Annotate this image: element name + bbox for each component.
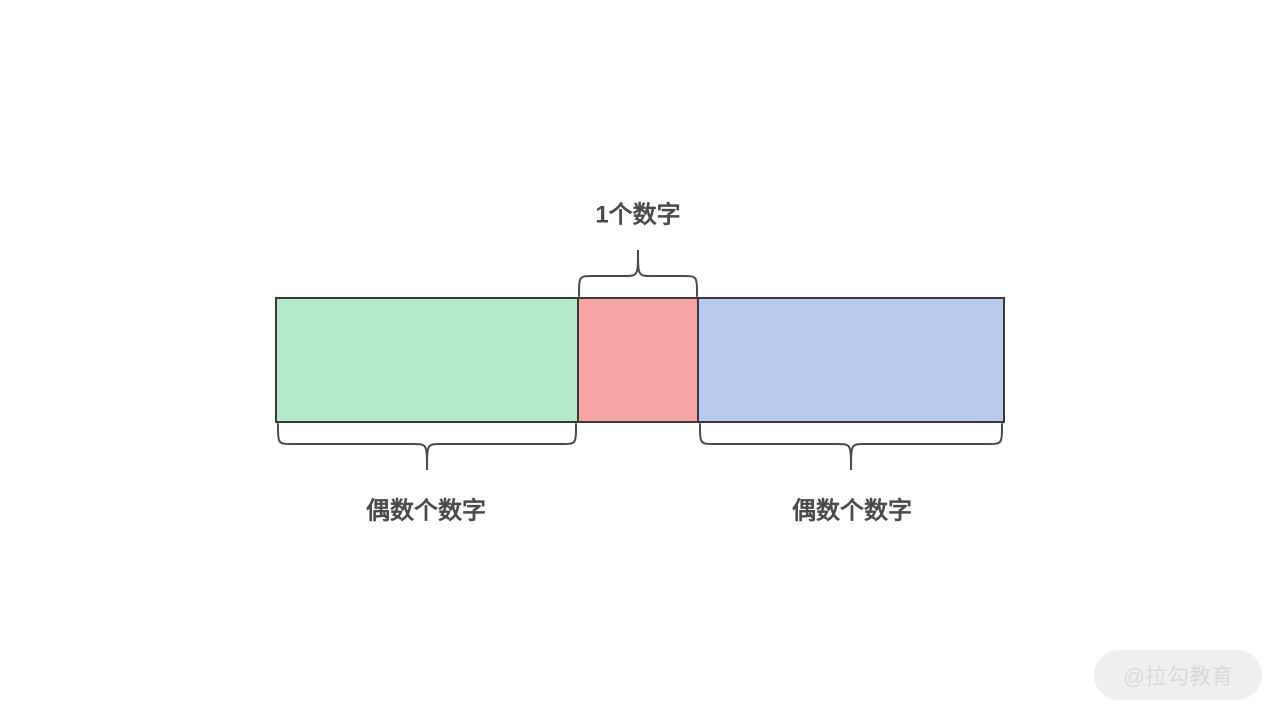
watermark-badge: @拉勾教育 [1094,650,1262,700]
bar-segment-right [698,298,1004,422]
bottom-left-label: 偶数个数字 [366,491,486,526]
bar-segment-middle [578,298,698,422]
diagram-svg [0,0,1280,720]
brace-top [579,250,697,296]
bar-segment-left [276,298,578,422]
top-label: 1个数字 [595,195,680,230]
brace-bottom-right [700,424,1002,470]
brace-bottom-left [278,424,576,470]
bottom-right-label: 偶数个数字 [792,491,912,526]
